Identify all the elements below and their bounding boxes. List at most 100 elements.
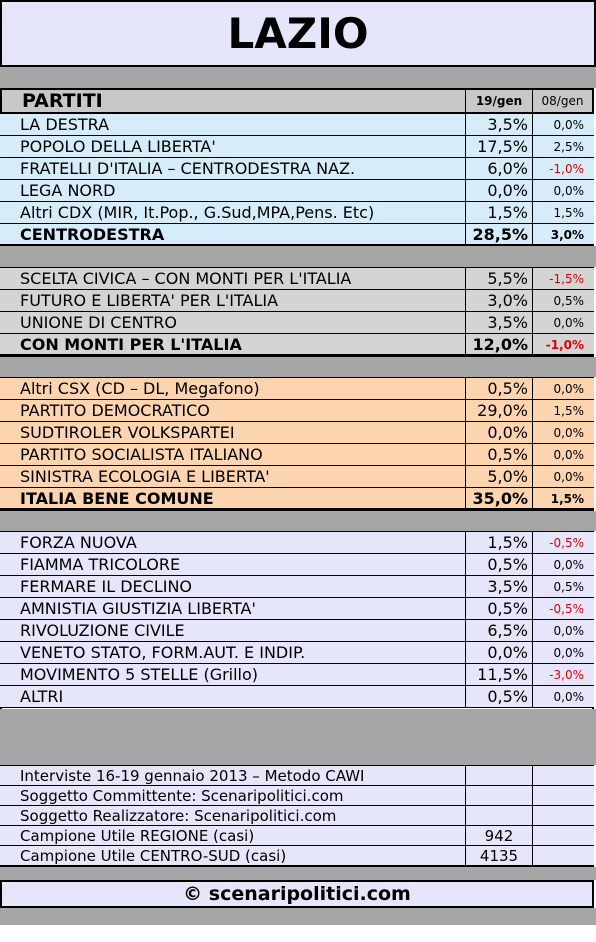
info-row: Campione Utile REGIONE (casi) 942	[0, 826, 594, 846]
info-value: 4135	[466, 846, 533, 865]
info-empty-cell	[533, 846, 592, 865]
party-name: CENTRODESTRA	[0, 224, 466, 244]
previous-value: 0,0%	[553, 624, 585, 638]
current-value: 1,5%	[466, 202, 533, 223]
table-row: AMNISTIA GIUSTIZIA LIBERTA' 0,5% -0,5%	[0, 598, 594, 620]
table-row: Altri CDX (MIR, It.Pop., G.Sud,MPA,Pens.…	[0, 202, 594, 224]
table-row: MOVIMENTO 5 STELLE (Grillo) 11,5% -3,0%	[0, 664, 594, 686]
table-row: PARTITO SOCIALISTA ITALIANO 0,5% 0,0%	[0, 444, 594, 466]
separator	[0, 867, 596, 880]
info-empty-cell	[533, 806, 592, 825]
table-row: LA DESTRA 3,5% 0,0%	[0, 114, 594, 136]
info-empty-cell	[533, 786, 592, 805]
party-name: PARTITO DEMOCRATICO	[0, 400, 466, 421]
current-value: 17,5%	[466, 136, 533, 157]
current-value: 29,0%	[466, 400, 533, 421]
party-name: ITALIA BENE COMUNE	[0, 488, 466, 508]
current-value: 0,5%	[466, 444, 533, 465]
table-row: LEGA NORD 0,0% 0,0%	[0, 180, 594, 202]
current-value: 6,5%	[466, 620, 533, 641]
separator	[0, 357, 596, 377]
table-row: VENETO STATO, FORM.AUT. E INDIP. 0,0% 0,0%	[0, 642, 594, 664]
info-value	[466, 806, 533, 825]
previous-value: 0,0%	[553, 690, 585, 704]
party-name: RIVOLUZIONE CIVILE	[0, 620, 466, 641]
previous-value: 1,5%	[553, 206, 585, 220]
separator	[0, 246, 596, 267]
info-empty-cell	[533, 826, 592, 845]
separator	[0, 67, 596, 88]
previous-value: -3,0%	[549, 668, 584, 682]
party-name: AMNISTIA GIUSTIZIA LIBERTA'	[0, 598, 466, 619]
party-name: SCELTA CIVICA – CON MONTI PER L'ITALIA	[0, 268, 466, 289]
current-value: 12,0%	[466, 334, 533, 354]
party-name: UNIONE DI CENTRO	[0, 312, 466, 333]
table-row: SCELTA CIVICA – CON MONTI PER L'ITALIA 5,…	[0, 268, 594, 290]
party-name: VENETO STATO, FORM.AUT. E INDIP.	[0, 642, 466, 663]
table-row: SINISTRA ECOLOGIA E LIBERTA' 5,0% 0,0%	[0, 466, 594, 488]
table-row: Altri CSX (CD – DL, Megafono) 0,5% 0,0%	[0, 378, 594, 400]
previous-value: -0,5%	[549, 536, 584, 550]
header-current-date: 19/gen	[466, 90, 533, 112]
info-row: Soggetto Realizzatore: Scenaripolitici.c…	[0, 806, 594, 826]
previous-value: 0,5%	[553, 294, 585, 308]
party-name: CON MONTI PER L'ITALIA	[0, 334, 466, 354]
table-row: FORZA NUOVA 1,5% -0,5%	[0, 532, 594, 554]
current-value: 3,5%	[466, 576, 533, 597]
previous-value: 0,0%	[553, 646, 585, 660]
current-value: 0,5%	[466, 598, 533, 619]
party-name: FIAMMA TRICOLORE	[0, 554, 466, 575]
current-value: 1,5%	[466, 532, 533, 553]
party-name: FRATELLI D'ITALIA – CENTRODESTRA NAZ.	[0, 158, 466, 179]
header-previous-date: 08/gen	[541, 94, 584, 108]
table-row: RIVOLUZIONE CIVILE 6,5% 0,0%	[0, 620, 594, 642]
party-name: PARTITO SOCIALISTA ITALIANO	[0, 444, 466, 465]
info-label: Campione Utile REGIONE (casi)	[0, 826, 466, 845]
previous-value: 0,0%	[553, 448, 585, 462]
party-name: LEGA NORD	[0, 180, 466, 201]
current-value: 11,5%	[466, 664, 533, 685]
info-label: Interviste 16-19 gennaio 2013 – Metodo C…	[0, 766, 466, 785]
previous-value: 0,0%	[553, 470, 585, 484]
table-row: FIAMMA TRICOLORE 0,5% 0,0%	[0, 554, 594, 576]
current-value: 0,0%	[466, 422, 533, 443]
info-row: Campione Utile CENTRO-SUD (casi) 4135	[0, 846, 594, 866]
party-name: POPOLO DELLA LIBERTA'	[0, 136, 466, 157]
info-value	[466, 786, 533, 805]
table-row: ALTRI 0,5% 0,0%	[0, 686, 594, 708]
info-value: 942	[466, 826, 533, 845]
info-row: Interviste 16-19 gennaio 2013 – Metodo C…	[0, 766, 594, 786]
separator	[0, 511, 596, 531]
party-name: FUTURO E LIBERTA' PER L'ITALIA	[0, 290, 466, 311]
current-value: 5,0%	[466, 466, 533, 487]
current-value: 3,5%	[466, 114, 533, 135]
previous-value: -1,0%	[545, 338, 584, 352]
previous-value: 0,0%	[553, 426, 585, 440]
info-empty-cell	[533, 766, 592, 785]
current-value: 0,5%	[466, 554, 533, 575]
previous-value: 3,0%	[550, 228, 584, 242]
total-row: CON MONTI PER L'ITALIA 12,0% -1,0%	[0, 334, 594, 356]
info-label: Campione Utile CENTRO-SUD (casi)	[0, 846, 466, 865]
total-row: ITALIA BENE COMUNE 35,0% 1,5%	[0, 488, 594, 510]
current-value: 5,5%	[466, 268, 533, 289]
table-row: FUTURO E LIBERTA' PER L'ITALIA 3,0% 0,5%	[0, 290, 594, 312]
previous-value: 0,5%	[553, 580, 585, 594]
previous-value: 0,0%	[553, 184, 585, 198]
table-row: SUDTIROLER VOLKSPARTEI 0,0% 0,0%	[0, 422, 594, 444]
previous-value: 0,0%	[553, 558, 585, 572]
party-name: FORZA NUOVA	[0, 532, 466, 553]
current-value: 0,0%	[466, 642, 533, 663]
table-row: FERMARE IL DECLINO 3,5% 0,5%	[0, 576, 594, 598]
info-value	[466, 766, 533, 785]
table-row: POPOLO DELLA LIBERTA' 17,5% 2,5%	[0, 136, 594, 158]
party-name: SUDTIROLER VOLKSPARTEI	[0, 422, 466, 443]
table-row: FRATELLI D'ITALIA – CENTRODESTRA NAZ. 6,0…	[0, 158, 594, 180]
previous-value: 1,5%	[550, 492, 584, 506]
current-value: 0,5%	[466, 378, 533, 399]
party-name: Altri CDX (MIR, It.Pop., G.Sud,MPA,Pens.…	[0, 202, 466, 223]
current-value: 3,5%	[466, 312, 533, 333]
total-row: CENTRODESTRA 28,5% 3,0%	[0, 224, 594, 246]
separator	[0, 908, 596, 925]
current-value: 35,0%	[466, 488, 533, 508]
